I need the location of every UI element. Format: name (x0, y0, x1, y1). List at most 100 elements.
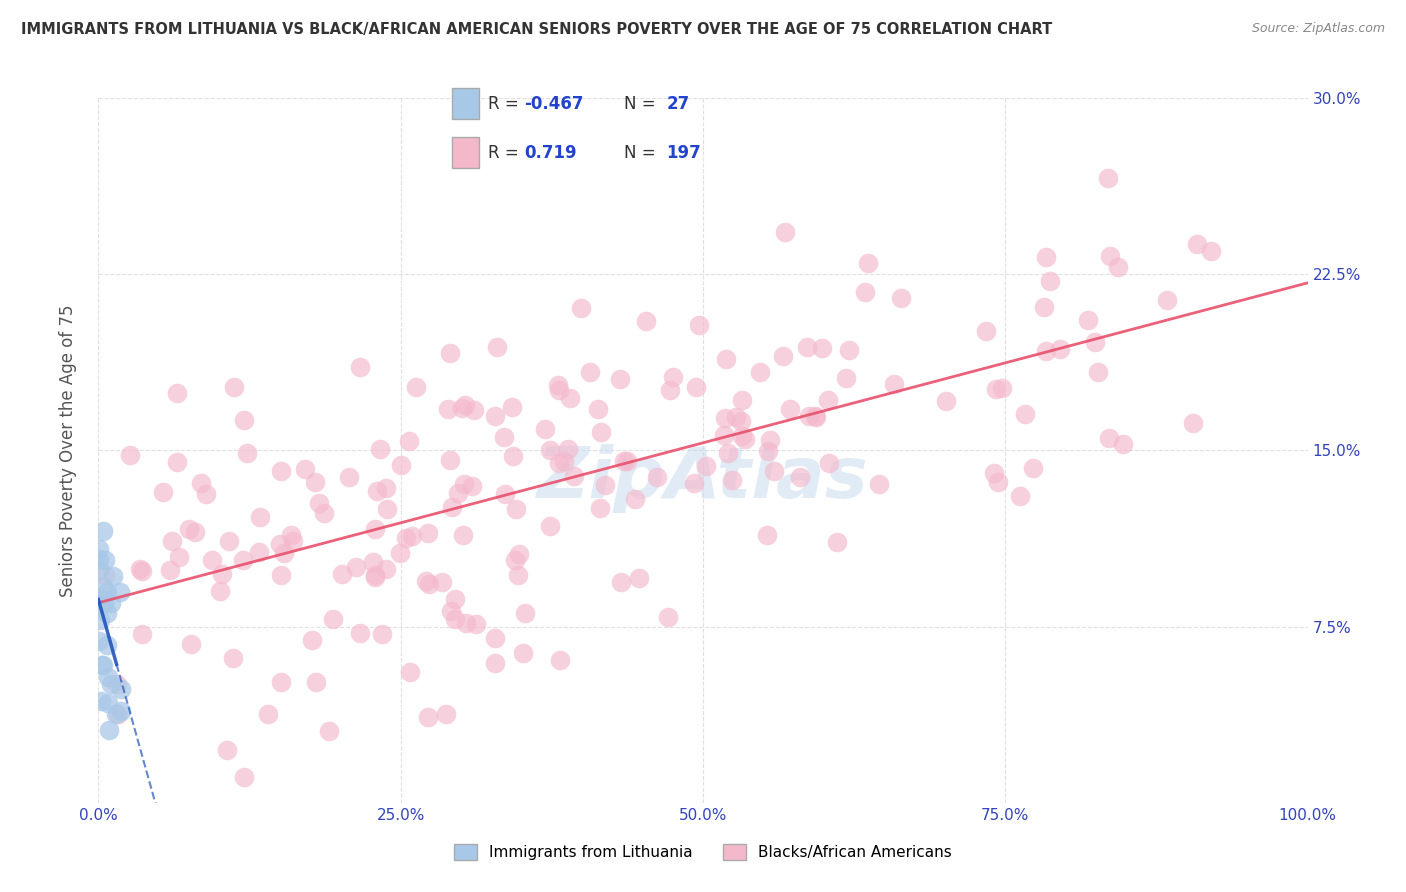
Point (439, 346, 461, 360)
Text: 27: 27 (666, 95, 690, 112)
Point (389, 458, 412, 473)
FancyBboxPatch shape (451, 88, 479, 119)
Point (505, 552, 527, 566)
Point (344, 560, 367, 574)
Point (208, 584, 231, 599)
Point (89, 551, 111, 566)
Point (159, 562, 181, 576)
Point (375, 562, 398, 576)
Point (190, 475, 212, 490)
Point (100, 596, 122, 610)
Point (93, 596, 115, 610)
Point (1097, 170, 1119, 185)
Point (1035, 344, 1057, 359)
Point (361, 555, 384, 569)
Point (366, 484, 388, 499)
Point (441, 500, 464, 514)
Point (96, 638, 118, 652)
Point (624, 491, 647, 506)
Point (100, 677, 122, 691)
Point (270, 568, 292, 582)
Point (257, 707, 280, 722)
Point (249, 509, 271, 524)
Point (215, 742, 238, 756)
Point (364, 522, 387, 536)
Point (1098, 431, 1121, 445)
Point (194, 486, 217, 500)
Point (93, 580, 115, 594)
Text: N =: N = (624, 144, 655, 161)
Point (236, 446, 259, 460)
Point (890, 291, 912, 305)
Point (280, 527, 302, 541)
Point (731, 429, 754, 443)
Point (222, 380, 245, 394)
Text: IMMIGRANTS FROM LITHUANIA VS BLACK/AFRICAN AMERICAN SENIORS POVERTY OVER THE AGE: IMMIGRANTS FROM LITHUANIA VS BLACK/AFRIC… (21, 22, 1052, 37)
Point (883, 376, 905, 391)
Point (451, 527, 474, 541)
Point (991, 381, 1014, 395)
Point (856, 256, 879, 270)
Point (591, 425, 613, 439)
Point (152, 485, 174, 500)
Point (1185, 237, 1208, 252)
Point (179, 522, 201, 536)
Point (501, 400, 523, 414)
Y-axis label: Seniors Poverty Over the Age of 75: Seniors Poverty Over the Age of 75 (59, 304, 77, 597)
Point (756, 443, 779, 458)
Point (437, 402, 460, 417)
Point (1112, 436, 1135, 450)
Text: 197: 197 (666, 144, 702, 161)
Point (505, 502, 527, 516)
Point (91, 657, 114, 672)
Point (494, 487, 516, 501)
Point (305, 675, 328, 690)
Point (439, 452, 461, 467)
Text: R =: R = (488, 95, 519, 112)
Point (1077, 313, 1099, 327)
Text: ZipAtlas: ZipAtlas (537, 444, 869, 513)
Point (616, 454, 638, 468)
Point (538, 518, 561, 533)
Point (308, 496, 330, 510)
Point (160, 534, 183, 549)
Point (270, 675, 292, 690)
Point (730, 414, 752, 428)
Point (110, 704, 132, 718)
Point (388, 546, 411, 560)
Point (835, 371, 858, 385)
Point (1032, 300, 1054, 314)
Point (714, 351, 737, 366)
Point (513, 606, 536, 620)
Point (337, 470, 360, 484)
Point (762, 464, 785, 478)
Point (269, 537, 291, 551)
Point (494, 430, 516, 444)
Point (364, 570, 387, 584)
Point (184, 524, 207, 539)
Point (456, 615, 478, 630)
Point (91, 524, 114, 538)
Point (645, 470, 668, 484)
Point (796, 340, 818, 354)
Point (804, 409, 827, 423)
Point (374, 481, 396, 495)
Point (688, 318, 710, 332)
Point (485, 340, 508, 354)
Point (657, 610, 679, 624)
Point (734, 432, 756, 446)
Point (502, 449, 524, 463)
Point (560, 392, 582, 406)
Point (1039, 274, 1062, 288)
Point (401, 529, 423, 543)
Point (721, 474, 744, 488)
Point (200, 552, 222, 566)
Point (418, 526, 440, 541)
Point (108, 585, 131, 599)
Point (98, 723, 121, 737)
Point (270, 464, 292, 478)
Point (180, 637, 202, 651)
Point (454, 398, 477, 412)
Point (418, 577, 440, 591)
Point (94, 552, 117, 566)
